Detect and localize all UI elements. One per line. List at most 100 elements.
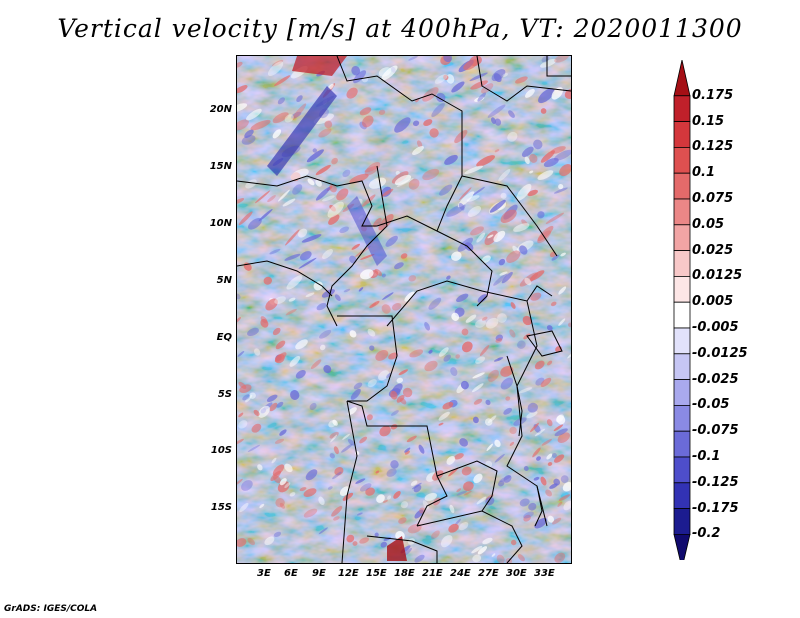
lat-label: 20N [209,104,232,115]
velocity-cell [501,271,513,284]
velocity-cell [349,173,369,184]
velocity-cell [245,394,253,403]
velocity-cell [390,424,398,430]
velocity-cell [443,56,453,63]
velocity-cell [412,120,420,127]
velocity-cell [408,178,420,190]
velocity-cell [524,277,532,286]
colorbar-label: -0.175 [692,500,739,516]
velocity-cell [313,281,323,291]
velocity-cell [238,412,244,418]
velocity-cell [558,318,566,326]
velocity-cell [489,199,506,213]
velocity-cell [290,168,309,181]
velocity-cell [292,184,303,195]
velocity-cell [237,293,241,300]
velocity-cell [460,380,469,390]
lon-label: 9E [312,568,326,579]
velocity-cell [529,153,538,163]
velocity-cell [422,500,429,510]
velocity-cell [551,453,557,458]
velocity-cell [424,360,438,372]
velocity-cell [313,113,334,125]
velocity-cell [529,270,545,281]
velocity-cell [237,478,243,486]
velocity-cell [537,225,554,242]
velocity-cell [418,444,425,454]
velocity-cell [457,191,475,208]
velocity-cell [258,405,270,418]
colorbar [673,60,691,560]
lon-label: 3E [257,568,271,579]
velocity-cell [351,65,361,76]
velocity-cell [373,217,382,228]
lon-label: 24E [450,568,471,579]
border-angola [346,400,448,527]
velocity-cell [429,128,439,138]
velocity-cell [269,248,281,255]
velocity-cell [387,495,392,500]
velocity-cell [528,502,537,511]
velocity-cell [546,453,553,460]
velocity-cell [508,110,515,118]
border-angola-coast [341,400,358,563]
velocity-cell [494,453,505,463]
velocity-cell [284,114,294,123]
velocity-cell [529,170,534,174]
velocity-cell [527,189,538,197]
velocity-cell [546,419,553,427]
velocity-cell [521,219,528,226]
velocity-cell [368,177,387,189]
velocity-cell [237,438,244,445]
velocity-cell [279,478,287,486]
velocity-cell [473,398,483,405]
velocity-cell [359,537,370,544]
velocity-cell [289,355,301,367]
velocity-cell [499,271,508,276]
colorbar-segment [673,224,691,252]
velocity-cell [515,76,528,84]
velocity-cell [342,433,350,440]
velocity-cell [378,370,390,381]
velocity-cell [328,420,337,428]
velocity-cell [481,83,494,94]
velocity-cell [500,209,517,223]
border-north [336,56,463,232]
velocity-cell [455,518,461,526]
velocity-cell [282,198,296,207]
velocity-cell [247,327,259,336]
velocity-cell [285,229,300,246]
velocity-cell [351,243,361,250]
velocity-cell [241,480,253,491]
velocity-cell [562,482,571,492]
border-katanga [436,460,498,512]
velocity-cell [549,251,556,258]
velocity-cell [396,394,405,403]
velocity-cell [322,195,335,202]
lon-label: 6E [284,568,298,579]
velocity-cell [342,492,354,501]
velocity-cell [485,317,499,329]
velocity-cell [494,149,500,153]
lat-label: EQ [216,332,232,343]
velocity-cell [238,420,248,429]
lat-label: 10S [210,445,232,456]
border-nigeria-cameroon [326,165,388,327]
velocity-cell [470,226,484,236]
velocity-cell [490,117,496,124]
velocity-cell [275,340,286,350]
velocity-cell [394,262,404,270]
velocity-cell [456,293,469,303]
velocity-cell [454,453,464,460]
velocity-cell [503,474,512,483]
velocity-cell [526,411,538,419]
velocity-cell [382,292,394,300]
velocity-cell [442,401,454,410]
velocity-cell [551,87,564,100]
velocity-cell [455,354,461,359]
velocity-cell [284,463,293,473]
velocity-cell [523,511,534,519]
velocity-cell [461,328,469,336]
colorbar-segment [673,198,691,226]
velocity-cell [257,464,263,471]
